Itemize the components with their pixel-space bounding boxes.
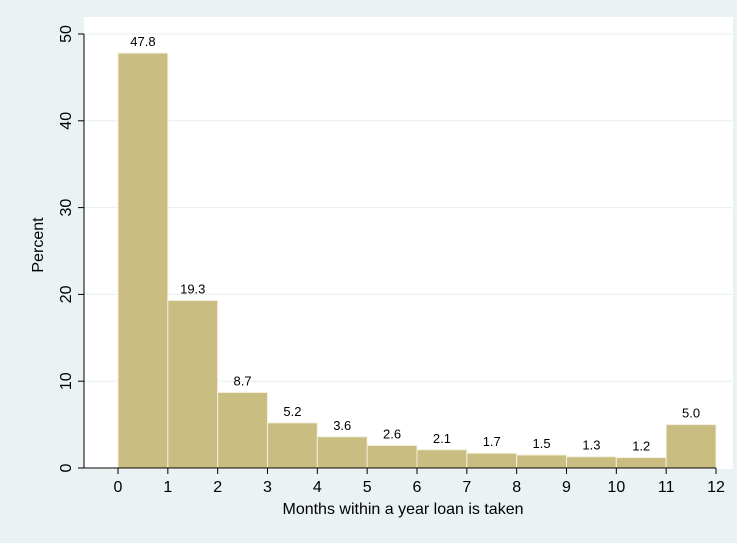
y-tick-label-0: 0 — [58, 463, 75, 472]
y-axis-ticks: 0 10 20 30 40 50 — [58, 25, 84, 472]
bar-7-8 — [466, 452, 518, 469]
bar-label-2-3: 8.7 — [234, 373, 252, 388]
x-tick-label-9: 9 — [562, 479, 571, 496]
y-tick-label-30: 30 — [58, 199, 75, 217]
bar-label-10-11: 1.2 — [632, 439, 650, 454]
axes — [83, 34, 716, 469]
x-tick-label-1: 1 — [163, 479, 172, 496]
bar-label-0-1: 47.8 — [130, 34, 155, 49]
bar-label-11-12: 5.0 — [682, 406, 700, 421]
bar-0-1 — [117, 52, 169, 469]
bar-10-11 — [615, 457, 667, 469]
x-tick-label-5: 5 — [363, 479, 372, 496]
bars — [117, 52, 717, 469]
bar-value-labels: 47.8 19.3 8.7 5.2 3.6 2.6 2.1 1.7 1.5 1.3 1.2 5.0 — [130, 34, 700, 453]
bar-label-7-8: 1.7 — [483, 434, 501, 449]
bar-label-8-9: 1.5 — [533, 436, 551, 451]
bar-8-9 — [516, 454, 568, 469]
x-tick-label-3: 3 — [263, 479, 272, 496]
bar-1-2 — [167, 299, 219, 469]
x-tick-label-10: 10 — [607, 479, 625, 496]
bar-label-5-6: 2.6 — [383, 426, 401, 441]
x-tick-label-4: 4 — [313, 479, 322, 496]
y-tick-label-50: 50 — [58, 25, 75, 43]
bar-9-10 — [566, 456, 617, 469]
bar-3-4 — [267, 422, 318, 469]
x-tick-label-2: 2 — [213, 479, 222, 496]
bar-label-1-2: 19.3 — [180, 281, 205, 296]
bar-label-9-10: 1.3 — [582, 438, 600, 453]
x-tick-label-12: 12 — [707, 479, 725, 496]
x-tick-label-8: 8 — [512, 479, 521, 496]
y-axis-label: Percent — [30, 217, 47, 273]
x-tick-label-11: 11 — [658, 479, 675, 496]
bar-6-7 — [416, 449, 468, 469]
x-axis-label: Months within a year loan is taken — [282, 501, 523, 518]
bar-4-5 — [316, 436, 368, 469]
bar-label-3-4: 5.2 — [283, 404, 301, 419]
y-tick-label-10: 10 — [58, 372, 75, 390]
x-tick-label-7: 7 — [462, 479, 471, 496]
y-tick-label-20: 20 — [58, 285, 75, 303]
bar-5-6 — [366, 444, 418, 469]
x-axis-ticks: 0 1 2 3 4 5 6 7 8 9 10 11 12 — [114, 468, 725, 496]
y-tick-label-40: 40 — [58, 112, 75, 130]
bar-11-12 — [665, 424, 717, 469]
x-tick-label-0: 0 — [114, 479, 123, 496]
x-tick-label-6: 6 — [413, 479, 422, 496]
bar-label-6-7: 2.1 — [433, 431, 451, 446]
bar-label-4-5: 3.6 — [333, 418, 351, 433]
bar-2-3 — [217, 391, 269, 469]
